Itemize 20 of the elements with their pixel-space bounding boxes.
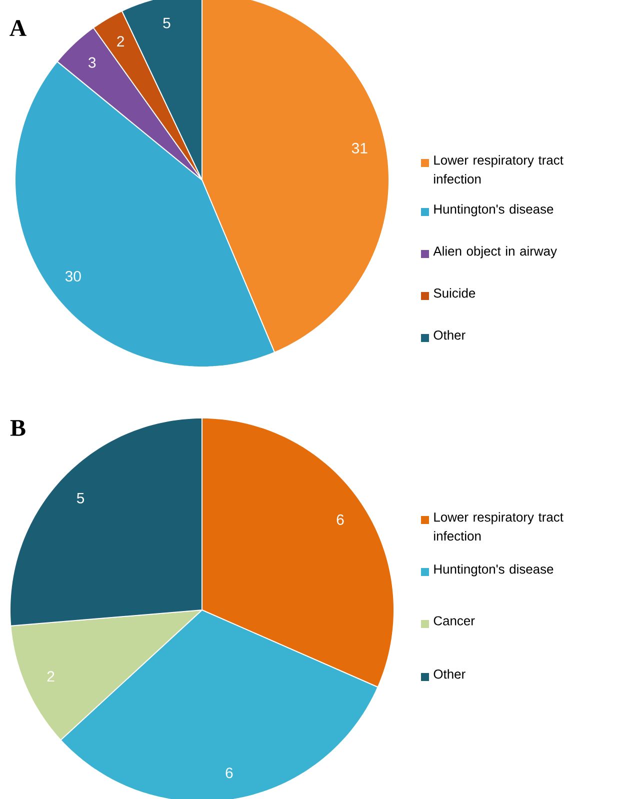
legend-label: Lower respiratory tract infection: [434, 155, 564, 184]
legend-label: Other: [434, 669, 466, 679]
text: A: [10, 20, 26, 36]
data-label: 30: [65, 270, 81, 282]
data-label: 5: [163, 18, 170, 28]
data-label: 31: [352, 142, 368, 154]
data-label: 5: [76, 492, 84, 504]
data-label: 2: [117, 36, 124, 47]
data-label: 3: [88, 57, 96, 68]
legend-label: Huntington's disease: [434, 204, 554, 216]
legend-label: Huntington's disease: [434, 564, 554, 576]
chart-title: B: [10, 420, 26, 436]
legend-label: Alien object in airway: [433, 246, 557, 258]
legend-label: Other: [434, 330, 466, 340]
data-label: 6: [226, 768, 233, 778]
legend-label: Lower respiratory tract infection: [434, 512, 564, 541]
legend-label: Cancer: [434, 616, 475, 626]
data-label: 2: [47, 671, 54, 682]
legend-label: Suicide: [434, 288, 476, 298]
data-label: 6: [336, 514, 344, 525]
